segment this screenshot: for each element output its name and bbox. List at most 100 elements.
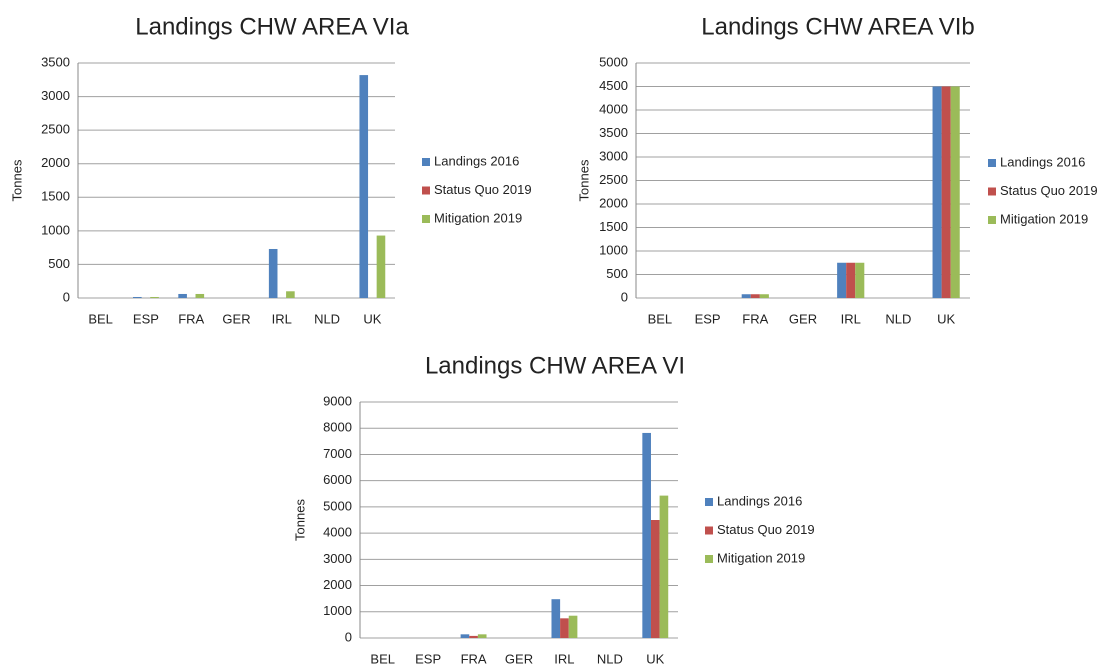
bar (178, 293, 187, 298)
bar (568, 615, 578, 638)
y-tick-label: 8000 (323, 420, 352, 435)
bar (932, 86, 942, 298)
legend-swatch (988, 216, 996, 224)
y-tick-label: 0 (63, 289, 70, 304)
x-tick-label: IRL (841, 311, 861, 326)
x-tick-label: UK (646, 651, 664, 664)
y-tick-label: 1500 (599, 219, 628, 234)
bar (837, 262, 847, 298)
x-tick-label: IRL (272, 311, 292, 326)
bar (659, 495, 669, 638)
y-tick-label: 9000 (323, 393, 352, 408)
legend-label: Status Quo 2019 (717, 522, 815, 537)
y-tick-label: 500 (606, 266, 628, 281)
bar (286, 291, 295, 298)
legend-label: Landings 2016 (1000, 154, 1085, 169)
x-tick-label: FRA (742, 311, 768, 326)
y-tick-label: 3000 (599, 148, 628, 163)
legend-swatch (988, 159, 996, 167)
bar (560, 618, 569, 638)
legend-swatch (422, 186, 430, 195)
legend-label: Mitigation 2019 (717, 550, 805, 565)
x-tick-label: NLD (597, 651, 623, 664)
bar (460, 634, 470, 638)
x-tick-label: BEL (370, 651, 395, 664)
bar (376, 235, 386, 298)
bar (359, 75, 369, 298)
y-tick-label: 1500 (41, 189, 70, 204)
y-tick-label: 1000 (599, 242, 628, 257)
legend-label: Mitigation 2019 (1000, 211, 1088, 226)
y-tick-label: 2000 (599, 195, 628, 210)
x-tick-label: UK (363, 311, 381, 326)
bar (741, 294, 751, 298)
bar (150, 296, 159, 298)
bar (855, 262, 865, 298)
y-axis-label: Tonnes (576, 159, 591, 201)
y-tick-label: 2000 (323, 577, 352, 592)
x-tick-label: BEL (648, 311, 673, 326)
bar (846, 262, 856, 298)
y-tick-label: 2000 (41, 155, 70, 170)
y-tick-label: 0 (621, 289, 628, 304)
bar (642, 432, 651, 638)
y-tick-label: 0 (345, 629, 352, 644)
y-tick-label: 3000 (323, 551, 352, 566)
x-tick-label: IRL (554, 651, 574, 664)
legend-swatch (988, 187, 996, 196)
bar (950, 86, 960, 298)
y-tick-label: 4000 (599, 101, 628, 116)
x-tick-label: FRA (461, 651, 487, 664)
y-tick-label: 3500 (41, 54, 70, 69)
y-tick-label: 7000 (323, 446, 352, 461)
legend-swatch (422, 215, 430, 223)
y-tick-label: 6000 (323, 472, 352, 487)
bar (469, 635, 478, 638)
bar (195, 293, 205, 298)
y-tick-label: 5000 (599, 54, 628, 69)
y-axis-label: Tonnes (292, 499, 307, 541)
y-axis-label: Tonnes (9, 159, 24, 201)
x-tick-label: NLD (314, 311, 340, 326)
bar (941, 86, 951, 298)
x-tick-label: FRA (178, 311, 204, 326)
bar (759, 294, 769, 298)
x-tick-label: ESP (415, 651, 441, 664)
legend-swatch (705, 498, 713, 506)
x-tick-label: ESP (695, 311, 721, 326)
y-tick-label: 3500 (599, 125, 628, 140)
y-tick-label: 3000 (41, 88, 70, 103)
legend-swatch (705, 526, 713, 535)
y-tick-label: 1000 (323, 603, 352, 618)
x-tick-label: NLD (885, 311, 911, 326)
bar (650, 520, 660, 638)
y-tick-label: 2500 (599, 172, 628, 187)
bar (477, 634, 487, 638)
legend-label: Status Quo 2019 (1000, 183, 1098, 198)
legend-label: Status Quo 2019 (434, 182, 532, 197)
legend-label: Landings 2016 (717, 493, 802, 508)
legend-label: Landings 2016 (434, 153, 519, 168)
legend-swatch (422, 158, 430, 166)
bar (551, 599, 561, 638)
x-tick-label: BEL (88, 311, 113, 326)
chart-title: Landings CHW AREA VIb (701, 13, 974, 40)
y-tick-label: 500 (48, 256, 70, 271)
chart-title: Landings CHW AREA VI (425, 352, 685, 379)
y-tick-label: 2500 (41, 122, 70, 137)
x-tick-label: GER (505, 651, 533, 664)
bar (268, 248, 278, 298)
y-tick-label: 1000 (41, 222, 70, 237)
bar (750, 294, 760, 298)
legend-swatch (705, 555, 713, 563)
x-tick-label: ESP (133, 311, 159, 326)
y-tick-label: 5000 (323, 498, 352, 513)
x-tick-label: UK (937, 311, 955, 326)
y-tick-label: 4500 (599, 78, 628, 93)
x-tick-label: GER (222, 311, 250, 326)
legend-label: Mitigation 2019 (434, 210, 522, 225)
bar (133, 296, 142, 298)
y-tick-label: 4000 (323, 525, 352, 540)
x-tick-label: GER (789, 311, 817, 326)
